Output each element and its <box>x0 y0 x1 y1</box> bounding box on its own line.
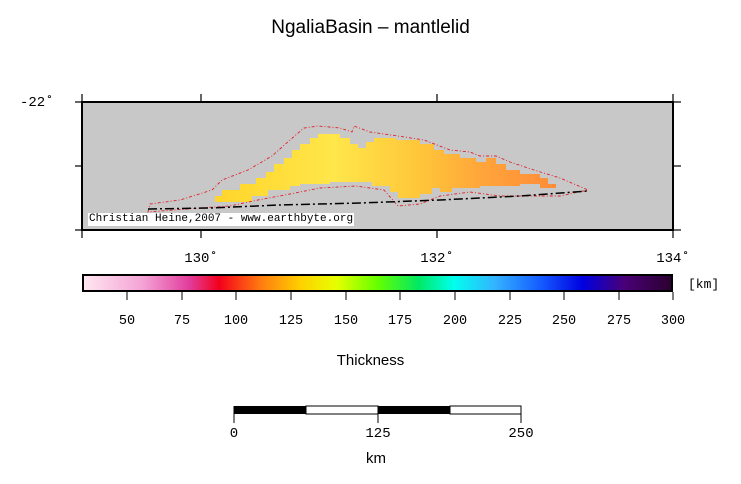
colorbar-tick-label: 75 <box>173 314 191 329</box>
colorbar-title: Thickness <box>336 352 405 369</box>
basin-outline <box>147 125 590 213</box>
cross-section-line <box>147 190 589 210</box>
map-frame-ticks <box>75 94 681 238</box>
lat-label: -22˚ <box>20 95 54 111</box>
colorbar-tick-label: 150 <box>333 314 359 329</box>
colorbar-tick-label: 275 <box>606 314 632 329</box>
colorbar-tick-label: 250 <box>551 314 577 329</box>
thickness-field <box>215 134 556 202</box>
colorbar-tick-label: 100 <box>223 314 249 329</box>
lon-label-134: 134˚ <box>656 251 690 267</box>
page-title: NgaliaBasin – mantlelid <box>271 17 470 38</box>
scale-label-0: 0 <box>229 426 239 442</box>
scale-label-250: 250 <box>508 426 534 442</box>
colorbar-unit: [km] <box>688 277 720 292</box>
map-frame <box>81 101 674 231</box>
scale-label-125: 125 <box>365 426 391 442</box>
lon-label-132: 132˚ <box>420 251 454 267</box>
colorbar-tick-label: 300 <box>660 314 686 329</box>
colorbar-tick-label: 175 <box>387 314 413 329</box>
colorbar-tick-label: 200 <box>442 314 468 329</box>
colorbar-tick-label: 50 <box>118 314 136 329</box>
lon-label-130: 130˚ <box>184 251 218 267</box>
colorbar-tick-label: 225 <box>497 314 523 329</box>
credit-label: Christian Heine,2007 - www.earthbyte.org <box>88 213 355 226</box>
scale-bar <box>233 405 522 423</box>
colorbar <box>82 274 673 292</box>
colorbar-tick-label: 125 <box>278 314 304 329</box>
colorbar-ticks <box>126 292 674 300</box>
map-panel <box>75 94 681 238</box>
scale-unit: km <box>366 450 386 467</box>
